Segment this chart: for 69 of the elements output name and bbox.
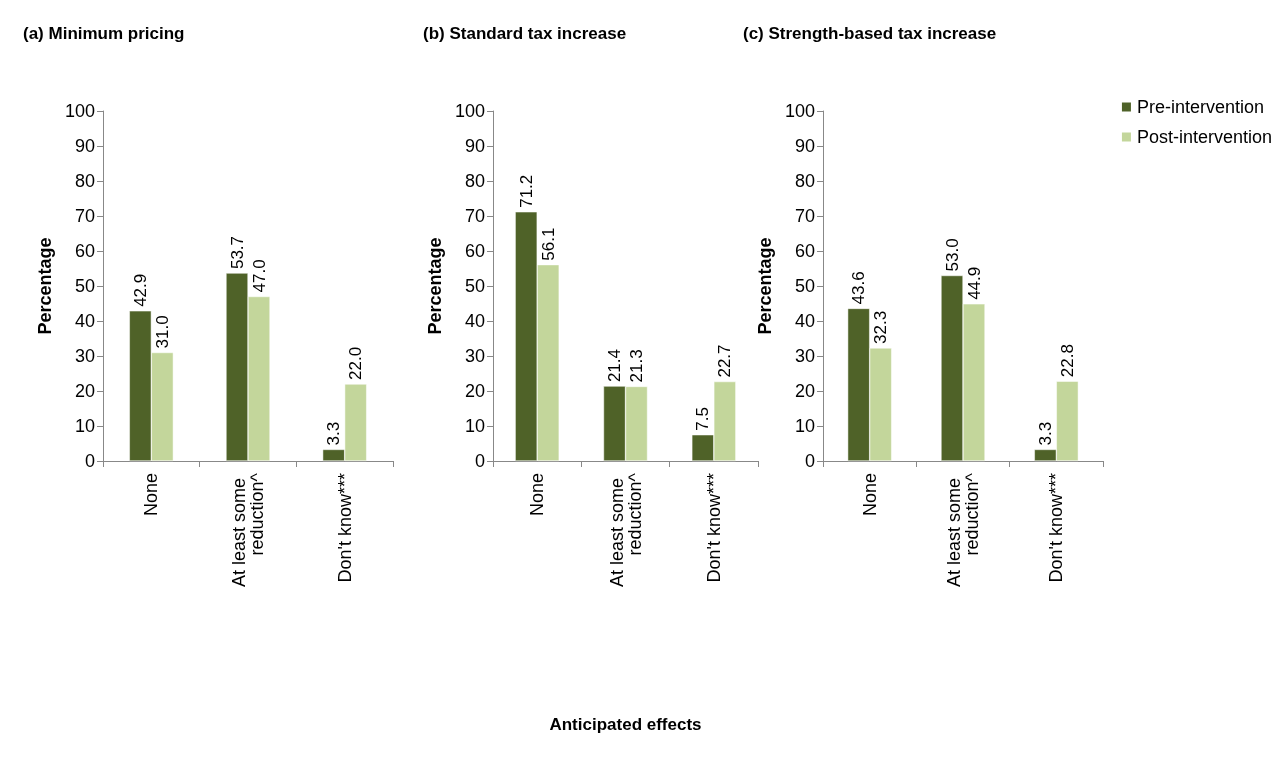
data-label: 71.2 <box>516 174 536 208</box>
y-tick-label: 40 <box>464 311 485 331</box>
legend-label: Post-intervention <box>1136 127 1273 147</box>
data-label: 47.0 <box>249 259 269 293</box>
y-tick-label: 90 <box>464 136 485 156</box>
y-tick-label: 10 <box>74 416 95 436</box>
x-tick-label: None <box>141 473 162 517</box>
x-tick-label: At least some reduction^ <box>229 472 267 588</box>
y-tick-label: 60 <box>794 241 815 261</box>
x-tick-label: None <box>527 473 548 517</box>
y-tick-label: 70 <box>794 206 815 226</box>
legend-label: Pre-intervention <box>1136 97 1265 117</box>
y-tick-label: 100 <box>64 101 95 121</box>
y-tick-label: 80 <box>794 171 815 191</box>
y-tick-label: 80 <box>464 171 485 191</box>
chart-title: (a) Minimum pricing <box>23 24 185 43</box>
data-label: 56.1 <box>538 227 558 261</box>
data-label: 22.7 <box>715 344 735 378</box>
data-label: 7.5 <box>693 407 713 431</box>
data-label: 43.6 <box>849 271 869 305</box>
y-tick-label: 10 <box>794 416 815 436</box>
data-label: 3.3 <box>1035 421 1055 446</box>
y-tick-label: 90 <box>74 136 95 156</box>
x-tick-label: Don't know*** <box>1046 473 1067 583</box>
y-tick-label: 60 <box>74 241 95 261</box>
data-label: 53.0 <box>942 238 962 272</box>
y-tick-label: 20 <box>794 381 815 401</box>
data-label: 42.9 <box>130 273 150 307</box>
x-tick-label: At least some reduction^ <box>944 472 982 588</box>
y-tick-label: 10 <box>464 416 485 436</box>
y-tick-label: 70 <box>464 206 485 226</box>
y-tick-label: 50 <box>794 276 815 296</box>
x-axis-title: Anticipated effects <box>549 715 702 734</box>
chart-title: (c) Strength-based tax increase <box>743 24 997 43</box>
y-tick-label: 30 <box>74 346 95 366</box>
data-label: 3.3 <box>324 421 344 446</box>
data-label: 22.8 <box>1057 344 1077 378</box>
x-tick-label: None <box>859 473 880 517</box>
data-label: 44.9 <box>964 266 984 300</box>
y-tick-label: 40 <box>74 311 95 331</box>
y-tick-label: 0 <box>474 451 485 471</box>
data-label: 21.4 <box>605 349 624 383</box>
y-tick-label: 50 <box>464 276 485 296</box>
y-tick-label: 90 <box>794 136 815 156</box>
y-tick-label: 100 <box>454 101 485 121</box>
data-label: 32.3 <box>871 310 891 344</box>
y-tick-label: 70 <box>74 206 95 226</box>
y-tick-label: 0 <box>804 451 815 471</box>
y-tick-label: 40 <box>794 311 815 331</box>
y-axis-title: Percentage <box>755 237 776 335</box>
y-tick-label: 30 <box>794 346 815 366</box>
y-tick-label: 0 <box>84 451 95 471</box>
y-axis-title: Percentage <box>425 237 446 335</box>
y-tick-label: 30 <box>464 346 485 366</box>
chart-title: (b) Standard tax increase <box>423 24 627 43</box>
y-tick-label: 50 <box>74 276 95 296</box>
x-tick-label: At least some reduction^ <box>606 472 645 588</box>
data-label: 22.0 <box>346 346 366 380</box>
x-tick-label: Don't know*** <box>703 473 724 583</box>
y-tick-label: 100 <box>784 101 815 121</box>
y-tick-label: 20 <box>464 381 485 401</box>
y-tick-label: 80 <box>74 171 95 191</box>
data-label: 21.3 <box>627 349 646 383</box>
data-label: 53.7 <box>227 235 247 270</box>
y-tick-label: 60 <box>464 241 485 261</box>
x-tick-label: Don't know*** <box>334 473 355 583</box>
data-label: 31.0 <box>152 315 172 349</box>
y-axis-title: Percentage <box>35 237 56 335</box>
y-tick-label: 20 <box>74 381 95 401</box>
